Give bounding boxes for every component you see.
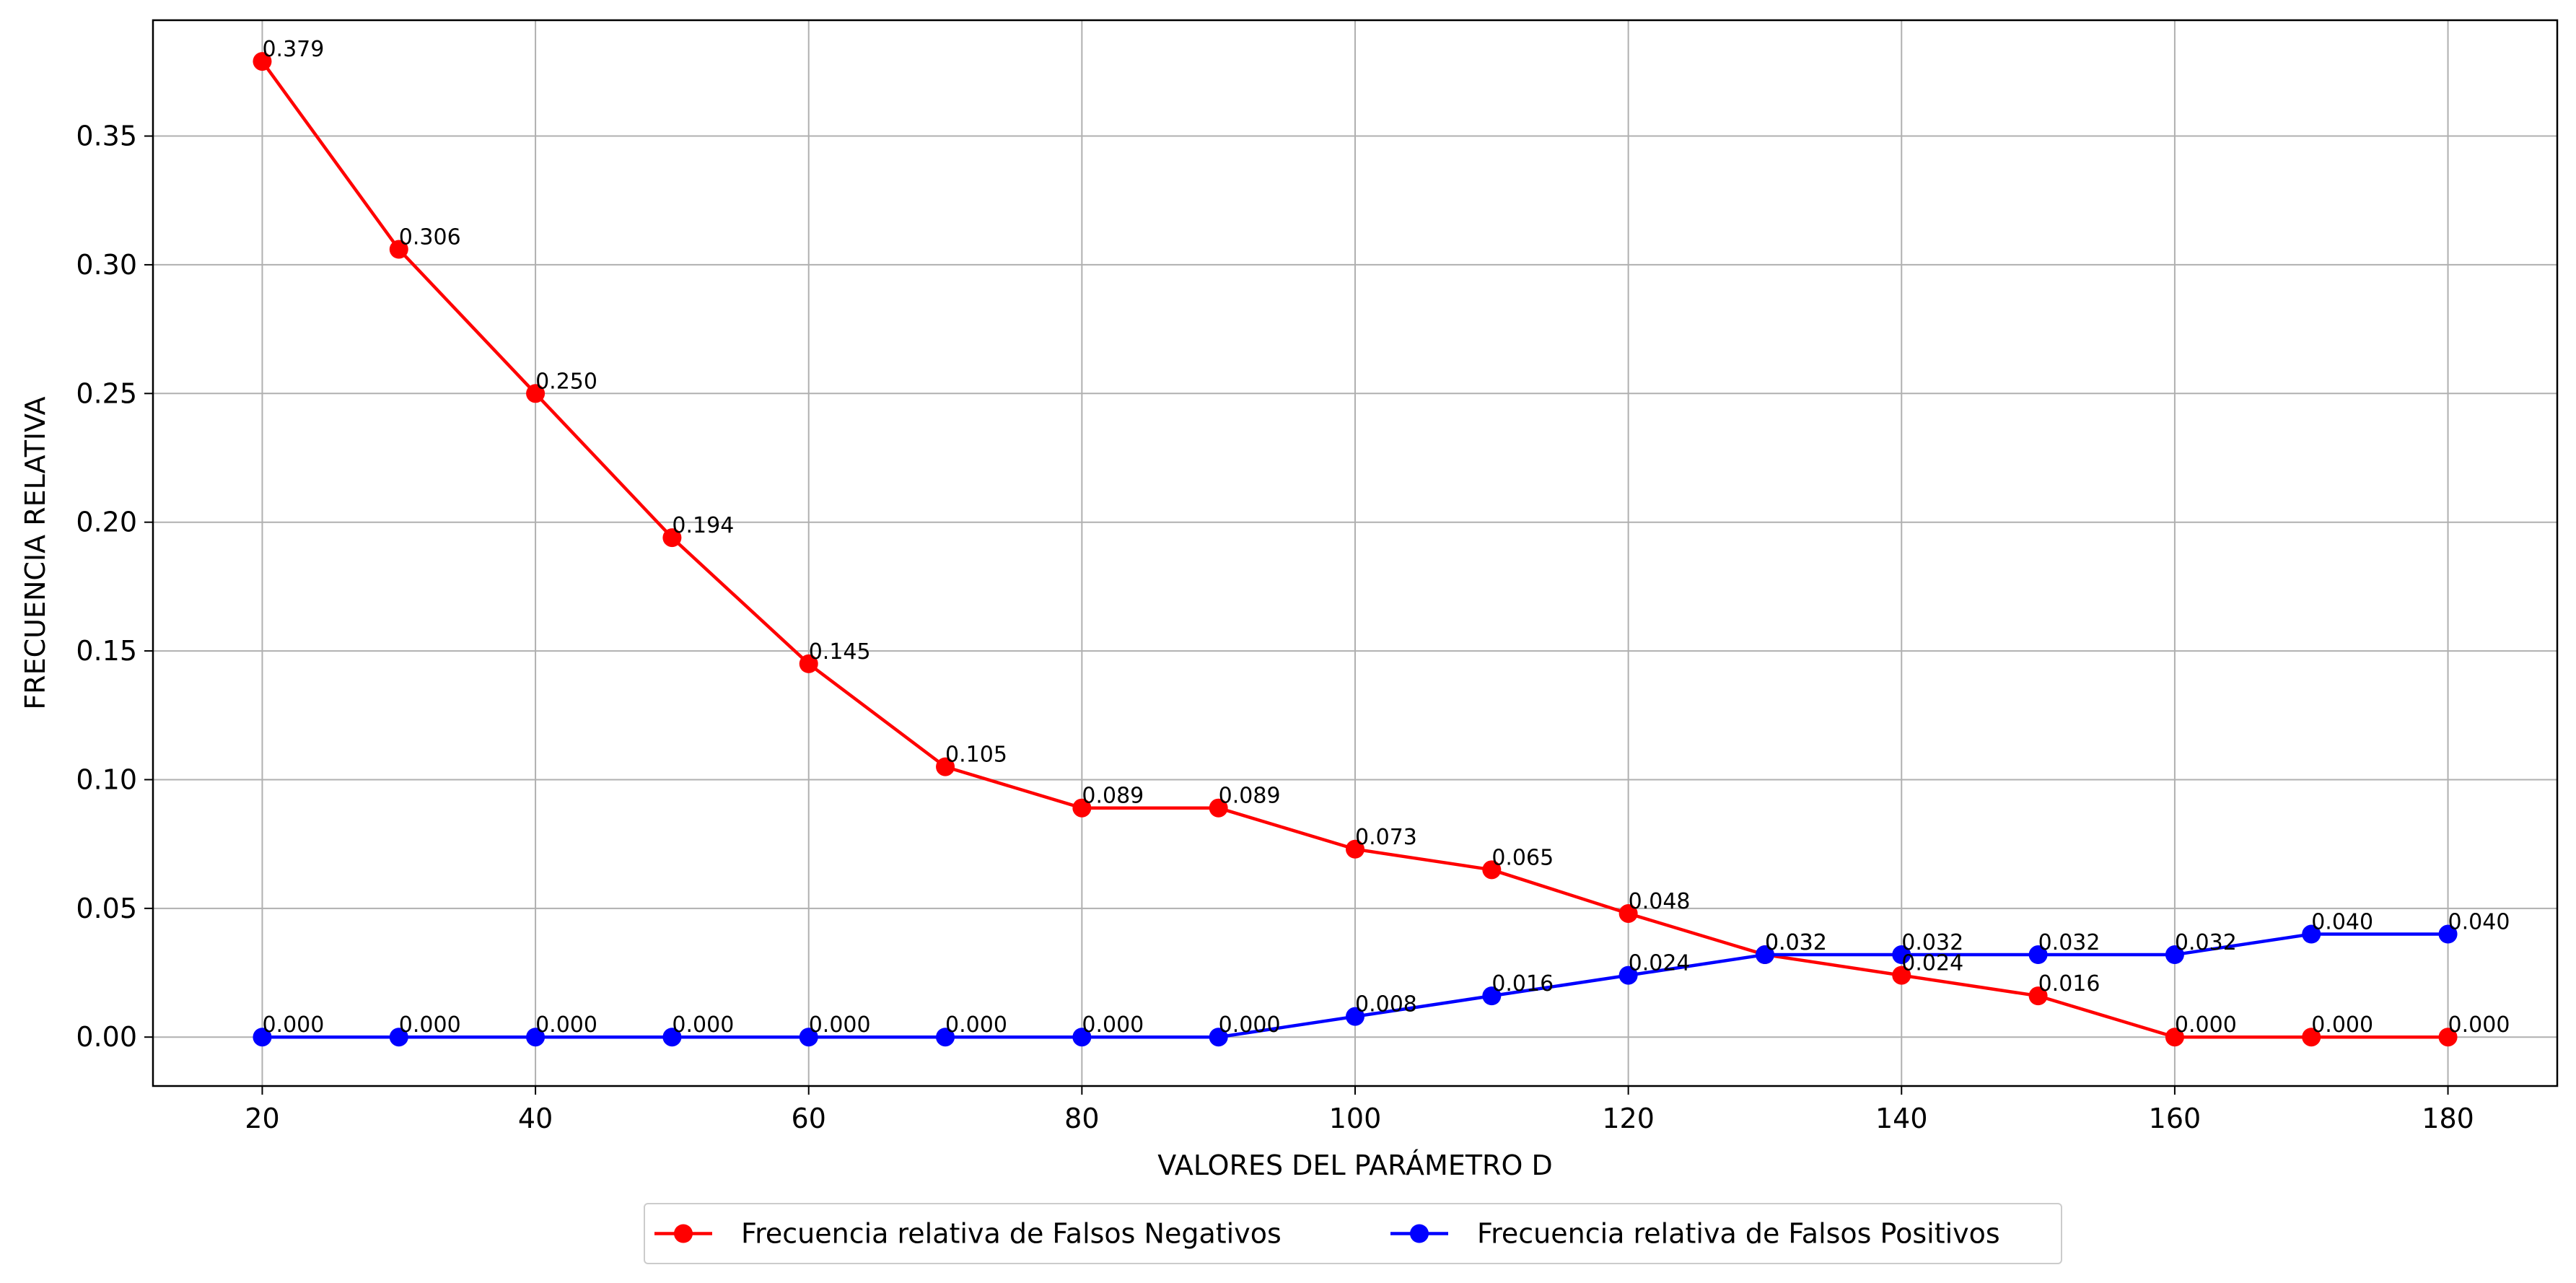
data-point [2438,924,2458,944]
data-point [389,240,408,259]
data-label: 0.250 [535,369,597,394]
x-axis-label: VALORES DEL PARÁMETRO D [1157,1150,1552,1181]
data-point [799,1028,818,1047]
legend-marker-falsos-negativos [674,1224,693,1243]
data-point [1482,860,1502,880]
data-point [2438,1028,2458,1047]
data-point [936,1028,955,1047]
data-point [526,1028,546,1047]
x-tick-label: 20 [245,1103,279,1134]
x-tick-label: 100 [1329,1103,1382,1134]
x-tick-label: 120 [1602,1103,1655,1134]
data-point [1482,986,1502,1006]
y-tick-label: 0.15 [76,635,137,667]
data-label: 0.000 [672,1012,734,1038]
data-point [2028,986,2048,1006]
axis-ticks: 20 40 60 80 100 120 140 160 180 0.00 0.05 0.10 0.15 0… [76,121,2474,1134]
data-point [253,52,272,71]
data-label: 0.000 [2311,1012,2373,1038]
data-point [662,1028,682,1047]
legend: Frecuencia relativa de Falsos Negativos … [644,1203,2062,1264]
legend-entry-falsos-positivos: Frecuencia relativa de Falsos Positivos [1390,1218,2000,1250]
data-point [2302,924,2321,944]
data-label: 0.032 [2175,930,2237,955]
data-point [936,757,955,776]
data-label: 0.000 [1082,1012,1144,1038]
data-label: 0.065 [1491,845,1554,870]
data-label: 0.016 [2038,971,2100,997]
data-label: 0.089 [1219,784,1281,809]
data-point [1755,945,1774,965]
data-point [1346,839,1364,859]
x-tick-label: 180 [2422,1103,2474,1134]
data-label: 0.000 [809,1012,871,1038]
data-label: 0.145 [809,639,871,665]
legend-marker-falsos-positivos [1410,1224,1429,1243]
data-point [1072,1028,1092,1047]
data-label: 0.000 [945,1012,1007,1038]
x-tick-label: 160 [2149,1103,2202,1134]
data-label: 0.040 [2311,910,2373,935]
y-tick-label: 0.35 [76,121,137,152]
data-point [2165,945,2184,965]
data-label: 0.024 [1901,951,1963,976]
x-tick-label: 40 [518,1103,553,1134]
data-point [1618,965,1638,985]
data-point [799,654,818,673]
data-label: 0.000 [262,1012,324,1038]
data-label: 0.032 [1765,930,1827,955]
data-point [1892,965,1911,985]
data-label: 0.040 [2448,910,2510,935]
data-label: 0.008 [1355,992,1417,1017]
data-point [1892,945,1911,965]
data-point [1209,1028,1228,1047]
data-point [526,384,546,403]
data-label: 0.024 [1629,951,1691,976]
y-tick-label: 0.05 [76,893,137,924]
data-label: 0.048 [1629,889,1691,914]
data-point [1346,1007,1364,1026]
data-point [2165,1028,2184,1047]
y-tick-label: 0.10 [76,763,137,795]
y-axis-label: FRECUENCIA RELATIVA [19,396,51,709]
legend-entry-falsos-negativos: Frecuencia relativa de Falsos Negativos [654,1218,1282,1250]
series-layer [253,52,2458,1047]
data-label: 0.089 [1082,784,1144,809]
data-label: 0.000 [2175,1012,2237,1038]
data-point [1072,798,1092,818]
data-point [1209,798,1228,818]
data-point [389,1028,408,1047]
data-label: 0.306 [399,225,461,250]
data-point [1618,903,1638,923]
legend-label-falsos-negativos: Frecuencia relativa de Falsos Negativos [741,1218,1282,1250]
data-label: 0.016 [1491,971,1554,997]
data-label: 0.000 [535,1012,597,1038]
data-label: 0.032 [1765,930,1827,955]
y-tick-label: 0.00 [76,1021,137,1053]
data-label: 0.000 [399,1012,461,1038]
data-label: 0.194 [672,513,734,538]
legend-box [644,1203,2062,1264]
y-tick-label: 0.20 [76,507,137,538]
data-label: 0.032 [2038,930,2100,955]
x-tick-label: 140 [1875,1103,1928,1134]
data-point [253,1028,272,1047]
legend-label-falsos-positivos: Frecuencia relativa de Falsos Positivos [1477,1218,2000,1250]
data-labels: 0.379 0.306 0.250 0.194 0.145 0.105 0.089 0.089… [262,37,2510,1038]
data-point [2028,945,2048,965]
x-tick-label: 80 [1064,1103,1099,1134]
data-point [2302,1028,2321,1047]
data-label: 0.379 [262,37,324,62]
y-tick-label: 0.30 [76,249,137,281]
x-tick-label: 60 [792,1103,826,1134]
data-point [662,528,682,548]
data-label: 0.032 [1901,930,1963,955]
y-tick-label: 0.25 [76,377,137,409]
data-label: 0.000 [1219,1012,1281,1038]
data-label: 0.073 [1355,825,1417,850]
data-label: 0.000 [2448,1012,2510,1038]
data-label: 0.105 [945,743,1007,768]
grid [153,20,2557,1086]
